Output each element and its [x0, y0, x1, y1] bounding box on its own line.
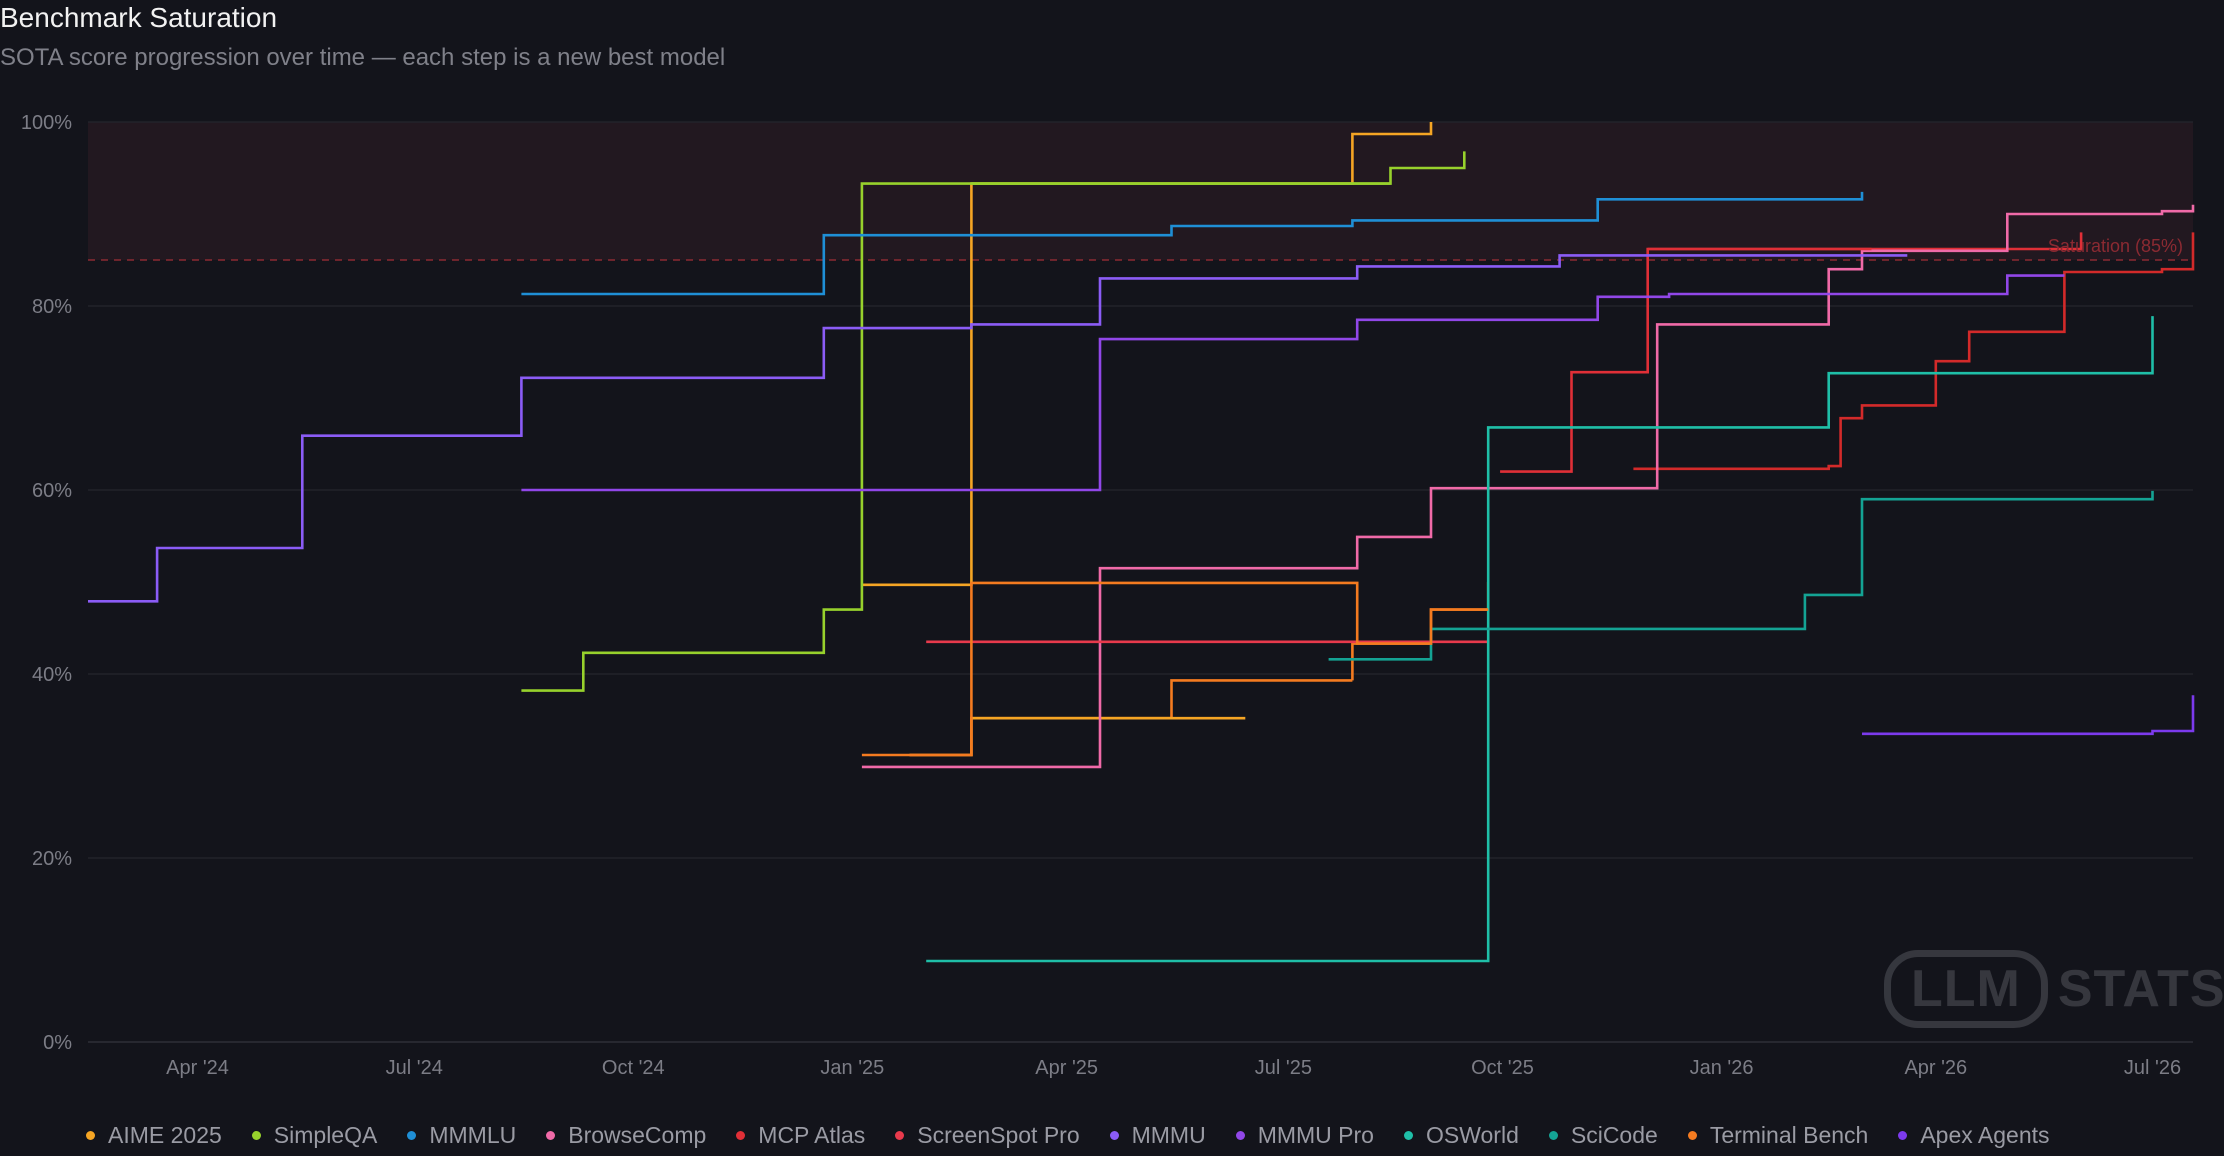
series-line-apex-agents: [1862, 695, 2195, 736]
legend-dot: [1109, 1131, 1119, 1140]
series-line-aime-2025: [909, 716, 1246, 757]
legend-label: MCP Atlas: [758, 1122, 866, 1148]
y-tick-label: 60%: [32, 480, 72, 502]
legend-item[interactable]: MMMU Pro: [1235, 1122, 1374, 1149]
legend-item[interactable]: Apex Agents: [1898, 1122, 2050, 1149]
legend-label: AIME 2025: [108, 1122, 222, 1148]
series-line-browsecomp: [861, 204, 2195, 769]
legend-item[interactable]: OSWorld: [1403, 1122, 1519, 1149]
legend-dot: [1898, 1131, 1908, 1140]
chart-legend: AIME 2025 SimpleQA MMMLU BrowseComp MCP Atla…: [86, 1122, 2080, 1149]
series-line-terminal-bench-segment: [1351, 582, 1490, 681]
x-tick-label: Apr '24: [166, 1057, 229, 1079]
legend-item[interactable]: Terminal Bench: [1687, 1122, 1869, 1149]
x-tick-label: Apr '25: [1035, 1057, 1098, 1079]
series-line-scicode: [1328, 490, 2154, 661]
legend-item[interactable]: BrowseComp: [546, 1122, 706, 1149]
series-line-osworld: [926, 316, 2154, 963]
legend-label: Terminal Bench: [1709, 1122, 1869, 1148]
x-tick-label: Jul '24: [386, 1057, 443, 1079]
legend-dot: [86, 1131, 95, 1140]
legend-dot: [1687, 1131, 1697, 1140]
x-tick-label: Jan '25: [820, 1057, 884, 1079]
series-line-mcp-atlas-segment: [1633, 232, 2195, 471]
series-line-mcp-atlas: [1500, 247, 1872, 473]
legend-label: SciCode: [1570, 1122, 1658, 1148]
x-tick-label: Oct '24: [602, 1057, 665, 1079]
saturation-label: Saturation (85%): [2048, 236, 2183, 256]
series-line-mmmu: [88, 254, 1908, 603]
legend-label: MMMU: [1131, 1122, 1206, 1148]
legend-dot: [407, 1131, 417, 1140]
legend-label: MMMU Pro: [1257, 1122, 1374, 1148]
x-tick-label: Jul '25: [1255, 1057, 1312, 1079]
legend-label: ScreenSpot Pro: [917, 1122, 1080, 1148]
x-tick-label: Jul '26: [2124, 1057, 2181, 1079]
y-tick-label: 40%: [32, 664, 72, 686]
y-tick-label: 100%: [21, 112, 72, 134]
y-tick-label: 0%: [43, 1032, 72, 1054]
legend-item[interactable]: SimpleQA: [251, 1122, 378, 1149]
legend-dot: [251, 1131, 261, 1140]
legend-item[interactable]: SciCode: [1548, 1122, 1658, 1149]
legend-item[interactable]: ScreenSpot Pro: [895, 1122, 1080, 1149]
legend-dot: [1403, 1131, 1413, 1140]
series-line-simpleqa: [521, 151, 1466, 692]
legend-dot: [1548, 1131, 1558, 1140]
legend-label: SimpleQA: [273, 1122, 378, 1148]
legend-label: OSWorld: [1425, 1122, 1519, 1148]
series-line-mmmu-pro: [521, 274, 2065, 492]
legend-item[interactable]: MMMLU: [407, 1122, 516, 1149]
chart-title: Benchmark Saturation: [0, 2, 278, 33]
watermark-llm: LLM: [1884, 950, 2048, 1028]
chart-svg: 0% 20% 40% 60% 80% 100% Apr '24 Jul '24 Oct '24 J…: [21, 112, 2195, 1079]
legend-item[interactable]: MMMU: [1109, 1122, 1206, 1149]
series-line-mmmlu: [521, 191, 1864, 296]
x-tick-label: Oct '25: [1471, 1057, 1534, 1079]
legend-item[interactable]: MCP Atlas: [736, 1122, 865, 1149]
legend-dot: [736, 1131, 746, 1140]
legend-dot: [895, 1131, 905, 1140]
watermark-logo: LLM STATS: [1884, 950, 2224, 1028]
saturation-zone: [88, 122, 2193, 260]
series-line-terminal-bench: [861, 581, 1489, 757]
legend-label: Apex Agents: [1920, 1122, 2050, 1148]
legend-label: MMMLU: [429, 1122, 517, 1148]
x-tick-label: Apr '26: [1904, 1057, 1967, 1079]
y-tick-label: 20%: [32, 848, 72, 870]
legend-dot: [1235, 1131, 1245, 1140]
watermark-stats: STATS: [2057, 960, 2224, 1018]
y-tick-label: 80%: [32, 296, 72, 318]
legend-label: BrowseComp: [568, 1122, 707, 1148]
chart-subtitle: SOTA score progression over time — each …: [0, 44, 726, 71]
x-tick-label: Jan '26: [1690, 1057, 1754, 1079]
legend-item[interactable]: AIME 2025: [86, 1122, 222, 1149]
legend-dot: [546, 1131, 556, 1140]
